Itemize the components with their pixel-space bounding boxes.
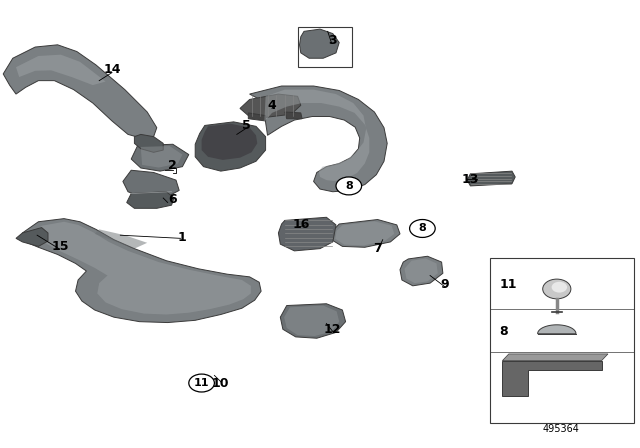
Polygon shape [131,144,189,171]
Polygon shape [300,29,339,58]
Polygon shape [127,192,174,208]
Polygon shape [3,45,157,139]
Polygon shape [538,325,576,334]
Polygon shape [134,134,163,152]
Text: 8: 8 [499,325,508,338]
Circle shape [189,374,214,392]
Text: 9: 9 [440,278,449,291]
Bar [298,27,352,67]
Text: 11: 11 [194,378,209,388]
Polygon shape [502,361,602,396]
Text: 12: 12 [324,323,342,336]
Polygon shape [284,306,339,336]
Polygon shape [31,222,251,314]
Polygon shape [467,171,515,186]
Circle shape [552,282,567,293]
Polygon shape [280,304,346,338]
Text: 8: 8 [419,224,426,233]
Text: 3: 3 [328,34,337,47]
Polygon shape [240,94,301,117]
Text: 16: 16 [292,217,310,231]
Text: 4: 4 [268,99,276,112]
Text: 5: 5 [242,119,251,132]
Polygon shape [123,170,179,198]
Text: 495364: 495364 [543,424,580,434]
Polygon shape [264,90,369,181]
Circle shape [410,220,435,237]
Text: 7: 7 [373,242,382,255]
Polygon shape [16,228,48,246]
Text: 11: 11 [499,278,516,291]
Text: 10: 10 [212,376,230,390]
Text: 6: 6 [168,193,177,206]
Polygon shape [285,112,302,119]
Circle shape [543,279,571,299]
Text: 2: 2 [168,159,177,172]
Polygon shape [202,124,257,160]
Text: 15: 15 [52,240,70,253]
Polygon shape [502,354,608,361]
Polygon shape [22,219,261,323]
Polygon shape [335,221,394,246]
Text: 8: 8 [345,181,353,191]
Polygon shape [95,229,147,249]
Polygon shape [195,122,266,171]
Circle shape [336,177,362,195]
Polygon shape [400,256,443,286]
Polygon shape [248,113,266,121]
Text: 13: 13 [461,172,479,186]
Bar [490,258,634,423]
Polygon shape [278,217,336,251]
Polygon shape [404,258,438,283]
Polygon shape [16,55,106,85]
Polygon shape [332,220,400,247]
Polygon shape [141,146,182,168]
Text: 1: 1 [178,231,187,244]
Polygon shape [250,86,387,192]
Text: 14: 14 [103,63,121,76]
